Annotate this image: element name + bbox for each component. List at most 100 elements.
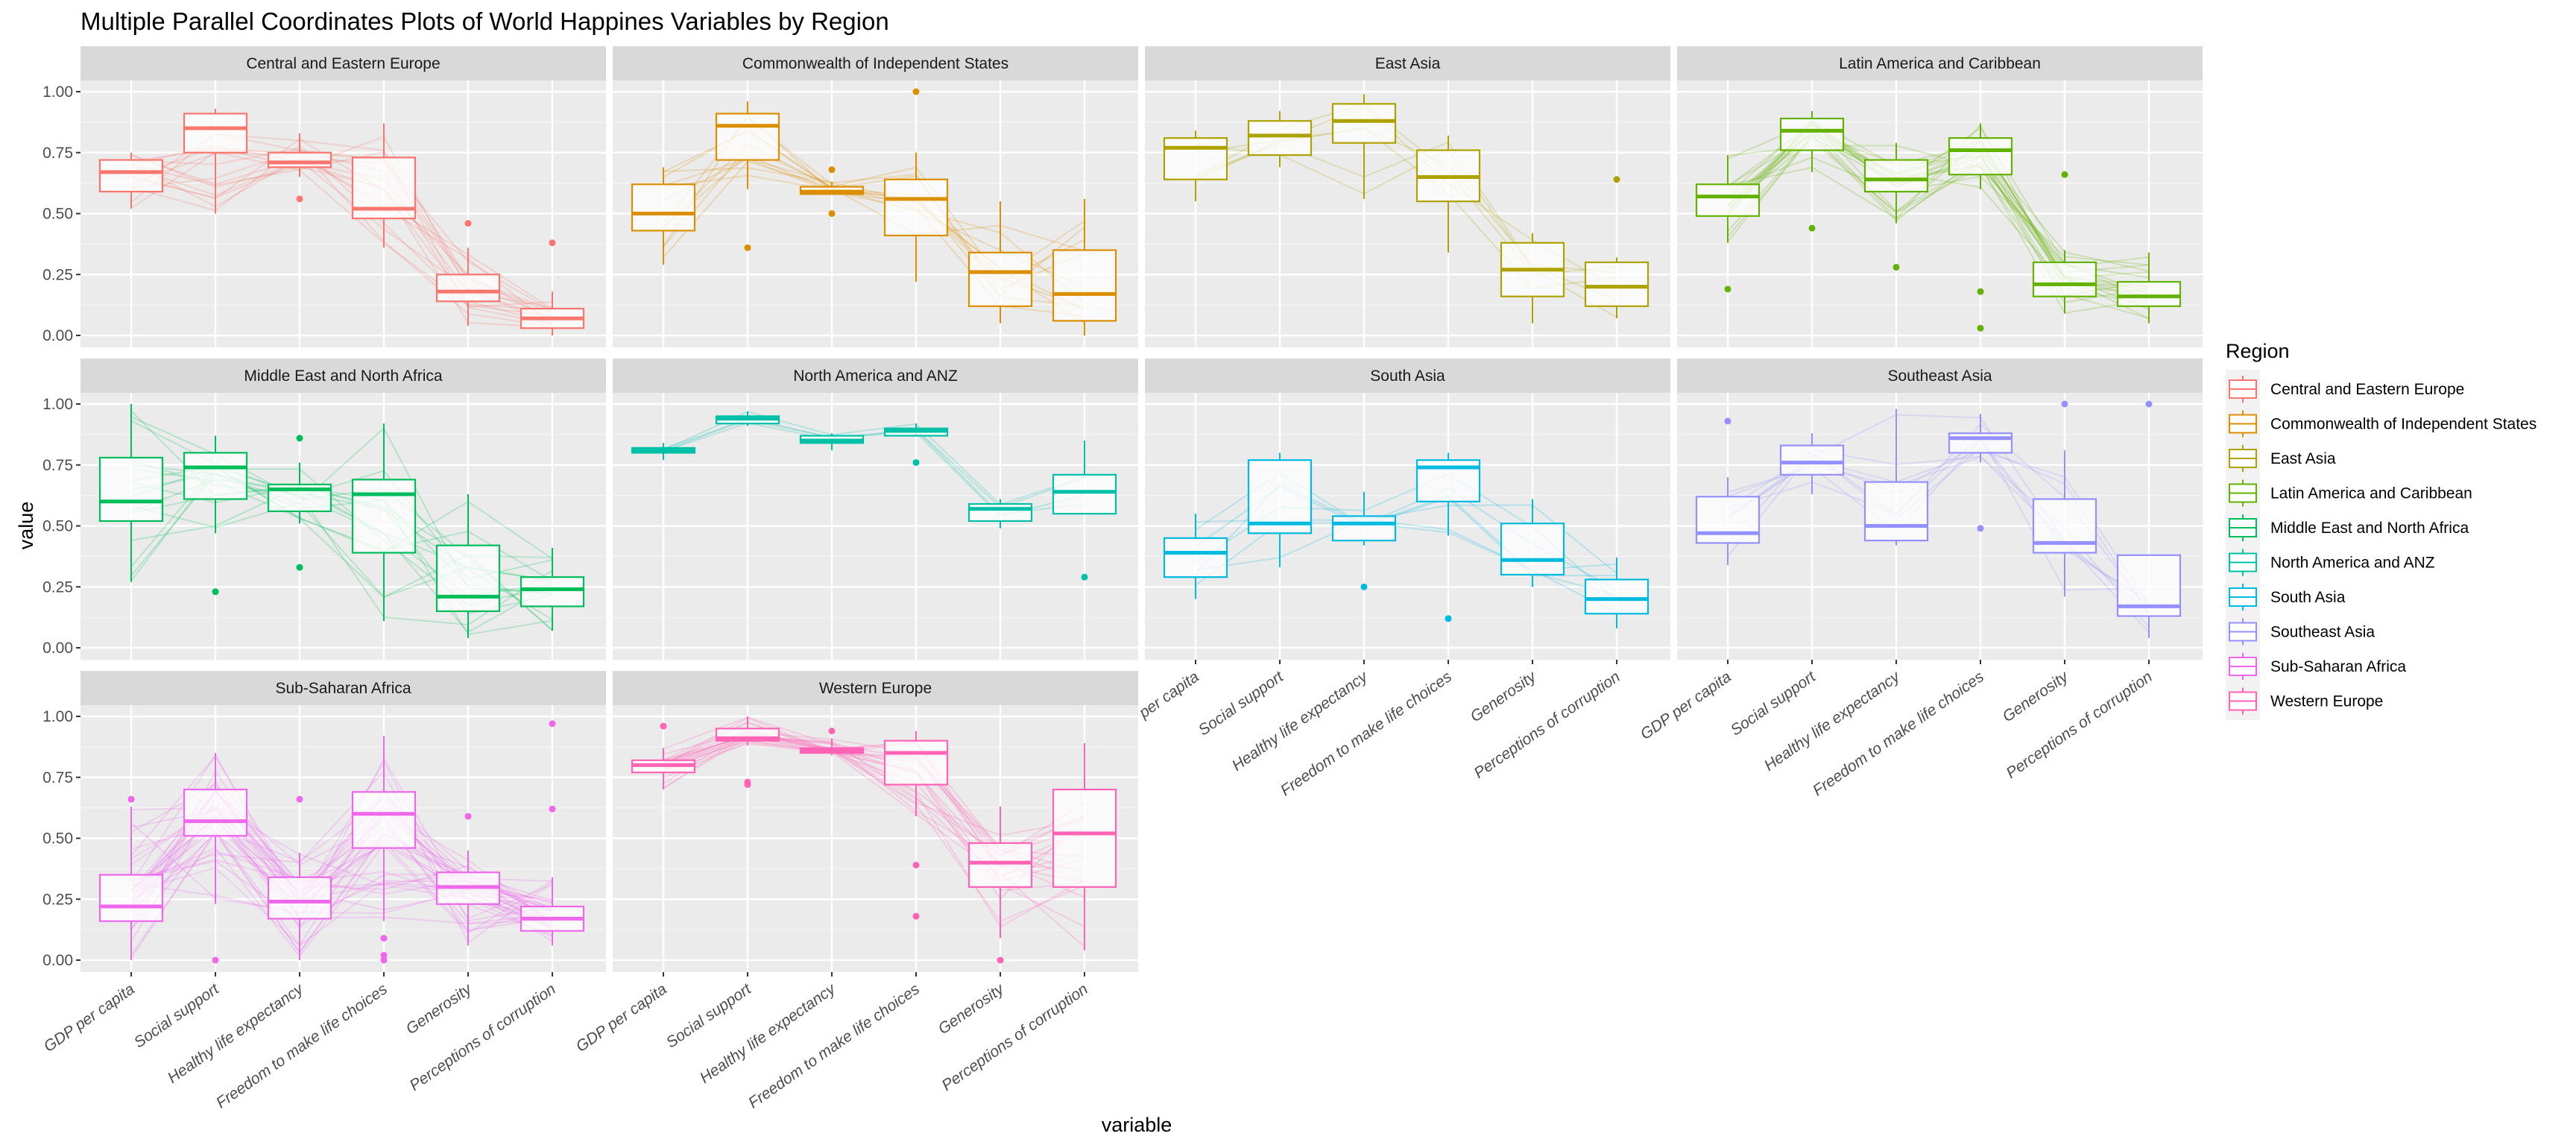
boxplot <box>98 404 164 582</box>
outlier-point <box>912 458 920 466</box>
legend-label: Commonwealth of Independent States <box>2270 416 2536 433</box>
box <box>267 151 332 168</box>
y-tick-label: 0.00 <box>42 327 73 344</box>
facet-panels: Central and Eastern Europe 0.00 0.25 0.50 0.… <box>41 46 2203 1111</box>
y-tick-label: 0.25 <box>42 266 73 283</box>
parallel-line <box>130 144 553 311</box>
legend-item: Western Europe <box>2229 687 2383 715</box>
legend-item: Sub-Saharan Africa <box>2229 653 2406 680</box>
box <box>1247 120 1313 157</box>
box <box>183 452 248 500</box>
facet-strip-label: Western Europe <box>819 680 932 697</box>
outlier-point <box>1977 525 1984 532</box>
outlier-point <box>296 795 303 803</box>
facet-strip <box>613 359 1138 393</box>
box <box>1948 137 2013 176</box>
box <box>435 274 501 303</box>
outlier-point <box>2061 400 2068 408</box>
outlier-point <box>549 805 556 813</box>
outlier-point <box>1977 324 1984 332</box>
boxplot <box>1331 94 1397 199</box>
outlier-point <box>1808 224 1816 232</box>
parallel-line <box>130 138 553 325</box>
facet-strip <box>1145 46 1670 81</box>
legend-label: Southeast Asia <box>2270 624 2375 641</box>
x-tick-label: Generosity <box>1467 667 1540 725</box>
outlier-point <box>549 239 556 247</box>
outlier-point <box>549 720 556 728</box>
outlier-point <box>1613 176 1620 183</box>
box <box>1163 137 1228 180</box>
box <box>351 791 417 849</box>
box <box>1779 117 1845 151</box>
box <box>1584 578 1650 615</box>
x-tick-label: Social support <box>131 980 223 1052</box>
boxplot <box>2032 400 2097 597</box>
panel: Sub-Saharan Africa 0.00 0.25 0.50 0.75 1.00 GD… <box>41 671 606 1111</box>
outlier-point <box>1892 263 1900 271</box>
boxplot <box>631 722 696 790</box>
boxplot <box>967 201 1033 324</box>
outlier-point <box>380 956 388 964</box>
parallel-line <box>1727 136 2150 272</box>
box <box>967 251 1033 307</box>
boxplot <box>2032 171 2097 314</box>
outlier-point <box>464 220 472 227</box>
boxplot <box>1584 558 1650 628</box>
box <box>1948 432 2013 454</box>
box <box>1052 788 1117 888</box>
parallel-line <box>663 739 1085 892</box>
panel: Central and Eastern Europe 0.00 0.25 0.50 0.… <box>42 46 606 347</box>
x-tick-label: Social support <box>663 980 755 1052</box>
boxplot <box>267 795 332 960</box>
boxplot <box>1247 452 1313 568</box>
boxplot <box>520 547 585 631</box>
y-tick-label: 0.00 <box>42 952 73 969</box>
facet-strip-label: South Asia <box>1370 368 1445 385</box>
x-tick-label: GDP per capita <box>573 980 670 1056</box>
y-tick-label: 0.75 <box>42 457 73 474</box>
boxplot <box>631 443 696 461</box>
boxplot <box>267 133 332 203</box>
parallel-line <box>1727 435 2150 591</box>
boxplot <box>1863 409 1929 546</box>
box <box>1863 159 1929 193</box>
box <box>1052 249 1117 322</box>
legend-item: Central and Eastern Europe <box>2229 376 2464 403</box>
outlier-point <box>380 951 388 959</box>
x-tick-label: Generosity <box>1999 667 2072 725</box>
boxplot <box>715 716 780 789</box>
boxplot <box>1052 742 1117 950</box>
outlier-point <box>912 861 920 868</box>
outlier-point <box>1977 288 1984 295</box>
boxplot <box>1779 111 1845 232</box>
boxplot <box>435 493 501 638</box>
legend-item: Southeast Asia <box>2229 618 2375 646</box>
box <box>183 788 248 837</box>
outlier-point <box>660 722 667 730</box>
parallel-line <box>130 152 553 326</box>
outlier-point <box>296 435 303 442</box>
parallel-line <box>130 151 553 317</box>
y-tick-label: 0.75 <box>42 145 73 162</box>
x-tick-label: Perceptions of corruption <box>1471 668 1623 782</box>
x-tick-label: Generosity <box>402 980 476 1038</box>
boxplot <box>435 220 501 326</box>
boxplot <box>1163 130 1228 202</box>
facet-strip-label: Latin America and Caribbean <box>1839 55 2041 72</box>
parallel-line <box>663 737 1085 928</box>
boxplot <box>2116 400 2182 638</box>
legend-item: Commonwealth of Independent States <box>2229 410 2536 438</box>
parallel-line <box>130 148 553 328</box>
boxplot <box>631 167 696 265</box>
legend-item: East Asia <box>2229 445 2336 472</box>
legend-items: Central and Eastern Europe Commonwealth o… <box>2226 370 2536 720</box>
outlier-point <box>212 588 219 596</box>
outlier-point <box>828 210 836 217</box>
parallel-line <box>130 798 553 938</box>
x-tick-label: GDP per capita <box>41 980 138 1056</box>
boxplot <box>520 720 585 946</box>
boxplot <box>883 731 949 920</box>
legend-item: Middle East and North Africa <box>2229 514 2469 541</box>
